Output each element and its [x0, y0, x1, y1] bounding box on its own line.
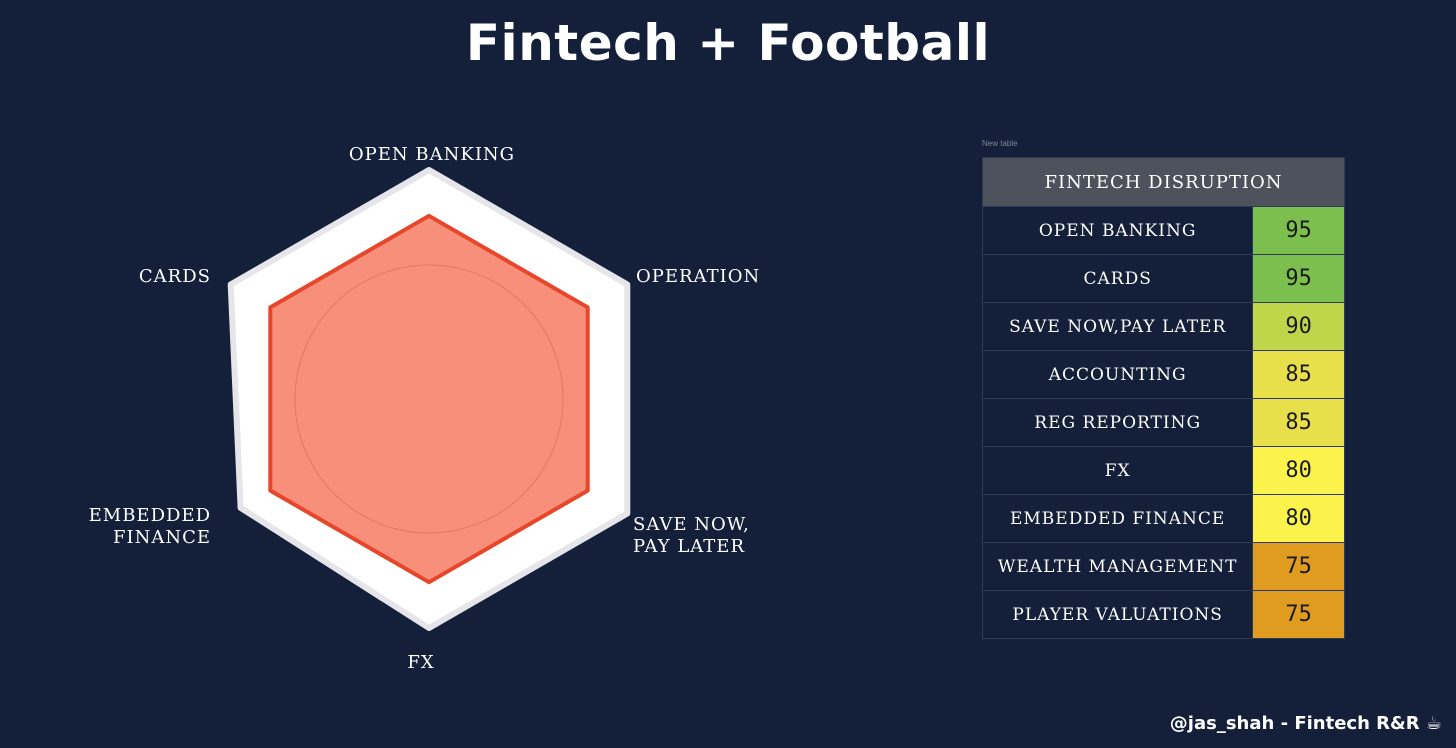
row-value: 75	[1252, 590, 1345, 639]
axis-label: FX	[407, 652, 434, 673]
table-header: FINTECH DISRUPTION	[982, 157, 1345, 207]
table-row: EMBEDDED FINANCE 80	[981, 494, 1345, 543]
table-row: PLAYER VALUATIONS 75	[981, 590, 1345, 639]
footer-credit: @jas_shah - Fintech R&R ☕	[1169, 713, 1442, 734]
fintech-disruption-table: FINTECH DISRUPTION OPEN BANKING 95 CARDS 95…	[981, 157, 1345, 639]
axis-label: OPEN BANKING	[349, 144, 515, 165]
row-label: WEALTH MANAGEMENT	[981, 542, 1254, 591]
row-label: ACCOUNTING	[981, 350, 1254, 399]
axis-label: OPERATIONS	[636, 266, 760, 287]
row-value: 85	[1252, 398, 1345, 447]
row-label: EMBEDDED FINANCE	[981, 494, 1254, 543]
page-title: Fintech + Football	[465, 14, 991, 72]
axis-label: CARDS	[139, 266, 211, 287]
row-value: 95	[1252, 254, 1345, 303]
row-label: SAVE NOW,PAY LATER	[981, 302, 1254, 351]
row-value: 95	[1252, 206, 1345, 255]
table-row: ACCOUNTING 85	[981, 350, 1345, 399]
row-label: PLAYER VALUATIONS	[981, 590, 1254, 639]
radar-series-polygon	[268, 213, 590, 585]
table-row: OPEN BANKING 95	[981, 206, 1345, 255]
axis-label: SAVE NOW, PAY LATER	[633, 514, 750, 557]
row-value: 85	[1252, 350, 1345, 399]
radar-chart: OPEN BANKING OPERATIONS SAVE NOW, PAY LATER…	[89, 144, 760, 673]
table-row: CARDS 95	[981, 254, 1345, 303]
table-row: REG REPORTING 85	[981, 398, 1345, 447]
row-label: CARDS	[981, 254, 1254, 303]
row-value: 90	[1252, 302, 1345, 351]
row-label: REG REPORTING	[981, 398, 1254, 447]
axis-label: EMBEDDED FINANCE	[89, 505, 211, 548]
row-value: 80	[1252, 446, 1345, 495]
row-value: 80	[1252, 494, 1345, 543]
row-value: 75	[1252, 542, 1345, 591]
row-label: OPEN BANKING	[981, 206, 1254, 255]
table-row: FX 80	[981, 446, 1345, 495]
table-row: SAVE NOW,PAY LATER 90	[981, 302, 1345, 351]
table-caption: New table	[982, 139, 1018, 148]
table-row: WEALTH MANAGEMENT 75	[981, 542, 1345, 591]
row-label: FX	[981, 446, 1254, 495]
radar-inner-ring	[294, 264, 564, 534]
